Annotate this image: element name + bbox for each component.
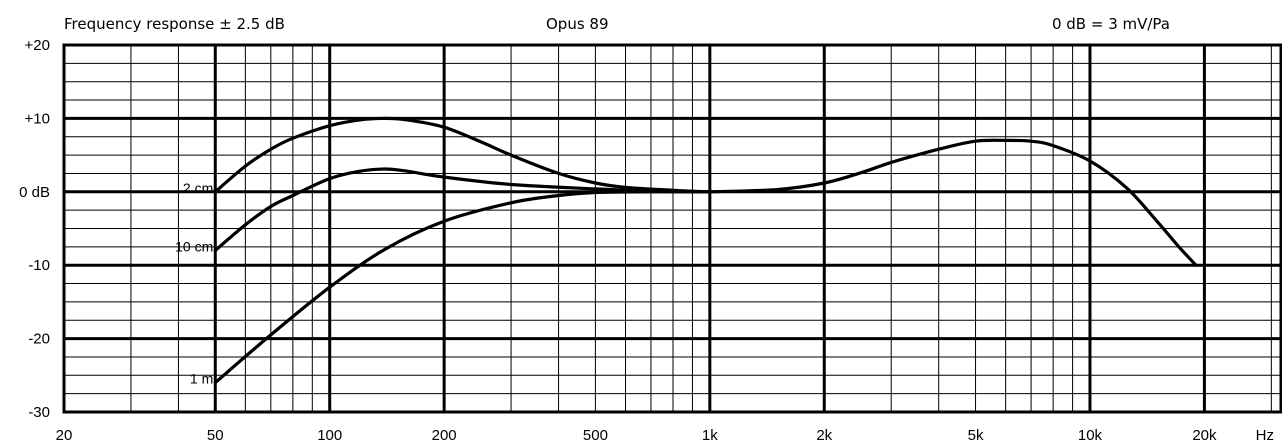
- series-line-2-cm: [213, 116, 712, 194]
- series-label-10-cm: 10 cm: [175, 239, 213, 255]
- x-tick-label: 10k: [1078, 427, 1103, 444]
- x-tick-label: 500: [583, 427, 608, 444]
- x-tick-label: 50: [207, 427, 224, 444]
- x-tick-label: 1k: [702, 427, 718, 444]
- x-axis-unit-label: Hz: [1256, 427, 1274, 444]
- x-tick-label: 5k: [968, 427, 984, 444]
- series-line-1-m: [213, 190, 712, 385]
- series-line-shared-high-frequency: [708, 138, 1198, 267]
- chart-subtitle: Frequency response ± 2.5 dB: [64, 15, 285, 33]
- y-tick-label: +20: [25, 37, 50, 54]
- x-tick-label: 2k: [816, 427, 832, 444]
- y-tick-label: -20: [28, 331, 50, 348]
- x-tick-label: 200: [432, 427, 457, 444]
- series-label-1-m: 1 m: [190, 371, 213, 387]
- chart-curves: [213, 116, 1198, 385]
- series-label-2-cm: 2 cm: [183, 180, 213, 196]
- x-tick-label: 100: [317, 427, 342, 444]
- x-axis-tick-labels: 20 50 100 200 500 1k 2k 5k 10k 20k Hz: [56, 427, 1274, 444]
- y-axis-tick-labels: +20 +10 0 dB -10 -20 -30: [19, 37, 50, 421]
- chart-title: Opus 89: [546, 15, 609, 33]
- y-tick-label: -10: [28, 257, 50, 274]
- x-tick-label: 20: [56, 427, 73, 444]
- sensitivity-annotation: 0 dB = 3 mV/Pa: [1052, 15, 1170, 33]
- y-tick-label: +10: [25, 110, 50, 127]
- y-tick-label: -30: [28, 404, 50, 421]
- x-tick-label: 20k: [1192, 427, 1217, 444]
- series-line-10-cm: [213, 167, 712, 253]
- curve-labels: 2 cm 10 cm 1 m: [175, 180, 213, 387]
- y-tick-label: 0 dB: [19, 184, 50, 201]
